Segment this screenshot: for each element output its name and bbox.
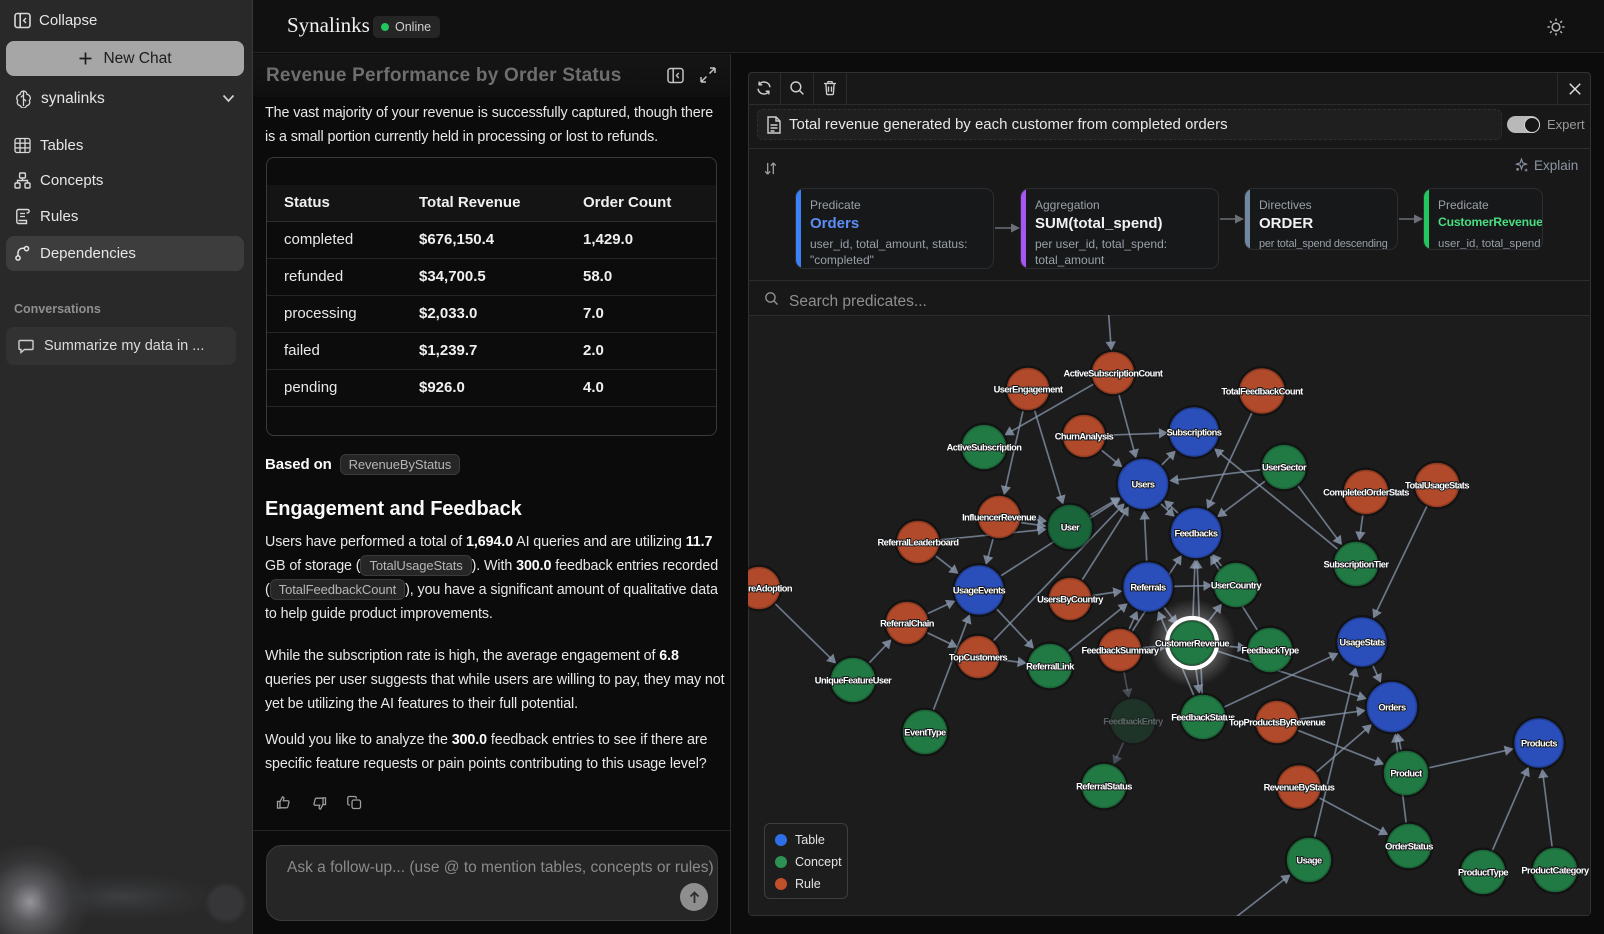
svg-text:UserEngagement: UserEngagement <box>994 385 1063 395</box>
svg-text:UsageStats: UsageStats <box>1339 638 1385 648</box>
svg-text:InfluencerRevenue: InfluencerRevenue <box>962 513 1036 523</box>
svg-text:Subscriptions: Subscriptions <box>1167 428 1222 438</box>
svg-text:ReferralStatus: ReferralStatus <box>1076 782 1132 792</box>
svg-text:Product: Product <box>1390 769 1422 779</box>
svg-text:TotalUsageStats: TotalUsageStats <box>1405 481 1469 491</box>
svg-text:SubscriptionTier: SubscriptionTier <box>1324 560 1390 570</box>
svg-text:UsersByCountry: UsersByCountry <box>1037 595 1104 605</box>
svg-text:Orders: Orders <box>1378 703 1406 713</box>
svg-text:ProductType: ProductType <box>1458 868 1508 878</box>
svg-text:ReferralLeaderboard: ReferralLeaderboard <box>877 538 959 548</box>
svg-text:UsageEvents: UsageEvents <box>953 586 1006 596</box>
svg-text:Usage: Usage <box>1296 856 1322 866</box>
svg-text:TotalFeedbackCount: TotalFeedbackCount <box>1221 387 1303 397</box>
svg-text:FeedbackSummary: FeedbackSummary <box>1081 646 1159 656</box>
svg-text:ReferralChain: ReferralChain <box>880 619 935 629</box>
svg-text:ChurnAnalysis: ChurnAnalysis <box>1055 432 1114 442</box>
svg-text:FeedbackStatus: FeedbackStatus <box>1171 713 1235 723</box>
svg-text:Products: Products <box>1521 739 1557 749</box>
svg-text:CompletedOrderStats: CompletedOrderStats <box>1323 488 1409 498</box>
svg-text:RevenueByStatus: RevenueByStatus <box>1264 783 1335 793</box>
svg-text:Referrals: Referrals <box>1130 583 1166 593</box>
svg-text:Feedbacks: Feedbacks <box>1174 529 1217 539</box>
svg-text:FeatureAdoption: FeatureAdoption <box>748 584 793 594</box>
svg-text:UserSector: UserSector <box>1262 463 1307 473</box>
svg-text:ActiveSubscription: ActiveSubscription <box>947 443 1023 453</box>
svg-text:ReferralLink: ReferralLink <box>1026 662 1075 672</box>
svg-text:EventType: EventType <box>904 728 946 738</box>
svg-text:UserCountry: UserCountry <box>1211 581 1263 591</box>
svg-text:CustomerRevenue: CustomerRevenue <box>1155 639 1229 649</box>
svg-text:ProductCategory: ProductCategory <box>1521 866 1590 876</box>
svg-text:Users: Users <box>1131 480 1154 490</box>
svg-text:OrderStatus: OrderStatus <box>1385 842 1433 852</box>
svg-text:ActiveSubscriptionCount: ActiveSubscriptionCount <box>1064 369 1163 379</box>
svg-text:TopCustomers: TopCustomers <box>949 653 1008 663</box>
svg-text:User: User <box>1061 523 1080 533</box>
svg-text:UniqueFeatureUser: UniqueFeatureUser <box>815 676 892 686</box>
svg-text:FeedbackEntry: FeedbackEntry <box>1103 717 1164 727</box>
svg-text:FeedbackType: FeedbackType <box>1241 646 1299 656</box>
svg-text:TopProductsByRevenue: TopProductsByRevenue <box>1229 718 1326 728</box>
